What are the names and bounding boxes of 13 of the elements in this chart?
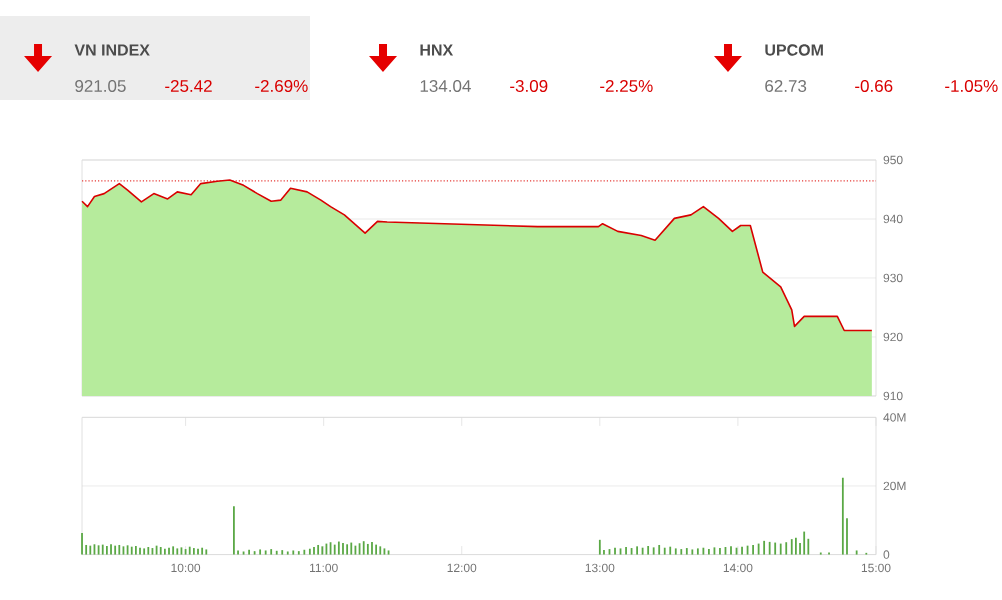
- text: 62.73: [765, 79, 807, 92]
- text: 921.05: [75, 79, 126, 92]
- text: UPCOM: [765, 44, 823, 56]
- line-series: [81, 179, 873, 332]
- text: HNX: [420, 44, 454, 56]
- text: -2.25%: [600, 79, 653, 92]
- text: VN INDEX: [74, 44, 150, 56]
- text: -0.66: [855, 79, 893, 92]
- text: 134.04: [420, 79, 471, 92]
- text: -25.42: [165, 79, 212, 92]
- text: -1.05%: [945, 79, 998, 92]
- text: -2.69%: [255, 79, 308, 92]
- text: -3.09: [510, 79, 548, 92]
